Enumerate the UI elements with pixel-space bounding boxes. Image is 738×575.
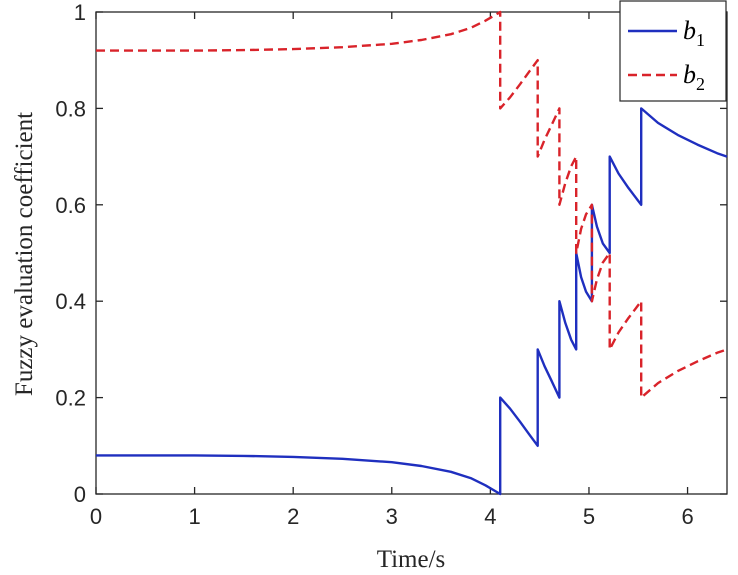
y-tick-label: 0.6 xyxy=(55,193,86,218)
x-tick-label: 2 xyxy=(287,504,299,529)
x-axis-label: Time/s xyxy=(377,546,446,573)
legend-label-main: b xyxy=(683,60,696,89)
series-group xyxy=(96,10,728,496)
legend-label: b2 xyxy=(683,60,705,94)
y-tick-label: 0 xyxy=(74,482,86,507)
x-tick-label: 3 xyxy=(386,504,398,529)
x-tick-label: 6 xyxy=(681,504,693,529)
x-tick-label: 1 xyxy=(188,504,200,529)
y-tick-label: 0.4 xyxy=(55,289,86,314)
y-tick-label: 0.2 xyxy=(55,386,86,411)
legend-label-main: b xyxy=(683,16,696,45)
y-axis-label: Fuzzy evaluation coefficient xyxy=(11,112,38,396)
legend-box xyxy=(619,0,727,102)
legend-label: b1 xyxy=(683,16,705,50)
y-tick-label: 1 xyxy=(74,0,86,25)
axes: 0 1 2 3 4 5 6 0 0.2 0.4 0.6 0.8 1 xyxy=(55,0,728,529)
x-tick-label: 4 xyxy=(484,504,496,529)
plot-frame xyxy=(95,11,728,495)
series-line-b1 xyxy=(96,107,728,496)
y-tick-label: 0.8 xyxy=(55,96,86,121)
legend-label-subscript: 2 xyxy=(696,74,705,94)
x-tick-label: 0 xyxy=(90,504,102,529)
x-tick-label: 5 xyxy=(583,504,595,529)
legend-label-subscript: 1 xyxy=(696,30,705,50)
series-line-b2 xyxy=(96,10,728,399)
